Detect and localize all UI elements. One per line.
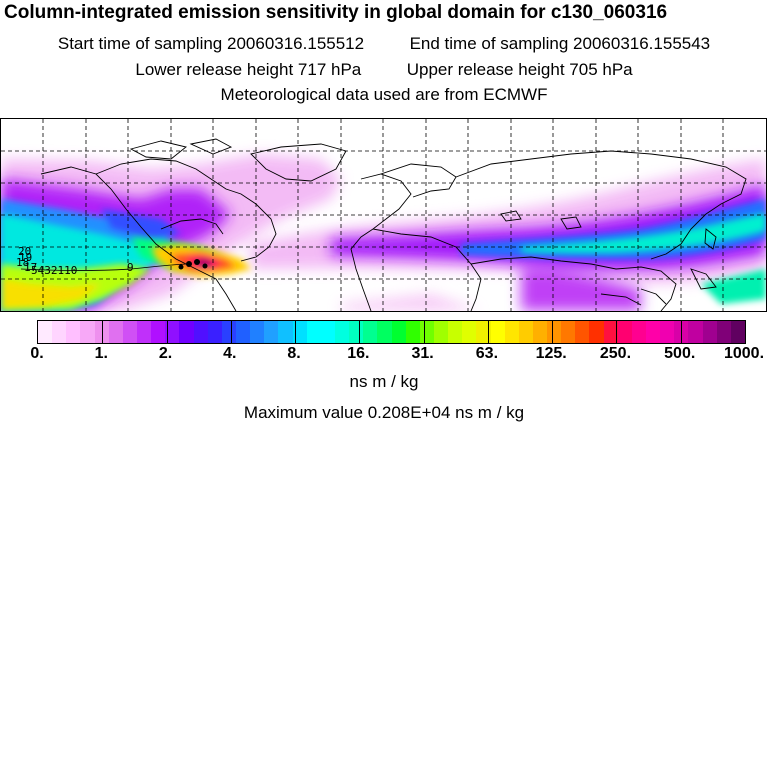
colorbar-swatch [179, 321, 194, 343]
colorbar-swatch [547, 321, 562, 343]
colorbar-swatch [617, 321, 632, 343]
colorbar-swatch [575, 321, 590, 343]
release-marker [178, 259, 208, 270]
colorbar-swatch [165, 321, 180, 343]
colorbar-swatch [334, 321, 350, 343]
start-time-value: 20060316.155512 [227, 34, 365, 53]
colorbar-swatch [349, 321, 364, 343]
colorbar-units: ns m / kg [349, 372, 419, 391]
colorbar-swatch [462, 321, 477, 343]
colorbar-swatch [702, 321, 717, 343]
colorbar-tick-label: 8. [287, 345, 301, 362]
colorbar-tick-label: 4. [223, 345, 237, 362]
trajectory-labels: 20 19 18 17 5432110 9 [16, 245, 187, 277]
colorbar [37, 320, 746, 344]
colorbar-swatch [532, 321, 548, 343]
coastlines [40, 138, 747, 311]
colorbar-tick [230, 321, 232, 343]
colorbar-swatch [80, 321, 95, 343]
colorbar-swatch [207, 321, 222, 343]
colorbar-swatch [94, 321, 109, 343]
upper-height-label: Upper release height [406, 60, 565, 79]
sensitivity-map: 20 19 18 17 5432110 9 [0, 118, 767, 312]
colorbar-tick [552, 321, 554, 343]
colorbar-swatch [66, 321, 81, 343]
end-time-value: 20060316.155543 [573, 34, 711, 53]
sensitivity-field [1, 154, 766, 311]
colorbar-swatch [405, 321, 420, 343]
colorbar-swatch [688, 321, 703, 343]
colorbar-swatch [193, 321, 208, 343]
colorbar-swatch [490, 321, 505, 343]
colorbar-swatch [235, 321, 251, 343]
colorbar-swatch [504, 321, 519, 343]
colorbar-swatch [660, 321, 675, 343]
colorbar-tick [487, 321, 489, 343]
lat-lon-grid [1, 119, 766, 311]
colorbar-swatch [264, 321, 279, 343]
colorbar-tick-label: 63. [475, 345, 499, 362]
colorbar-tick [680, 321, 682, 343]
colorbar-swatch [363, 321, 378, 343]
colorbar-swatch [603, 321, 618, 343]
colorbar-swatch [391, 321, 406, 343]
colorbar-swatch [151, 321, 166, 343]
colorbar-swatch [38, 321, 53, 343]
colorbar-swatch [221, 321, 236, 343]
track-label-20: 20 [18, 245, 31, 258]
lower-height-value: 717 hPa [297, 60, 362, 79]
upper-height-value: 705 hPa [569, 60, 633, 79]
colorbar-tick-label: 0. [30, 345, 44, 362]
colorbar-swatch [646, 321, 661, 343]
maximum-value-line: Maximum value 0.208E+04 ns m / kg [0, 403, 768, 423]
colorbar-swatch [52, 321, 67, 343]
end-time-label: End time of sampling [409, 34, 569, 53]
colorbar-swatch [278, 321, 293, 343]
track-label-19: 19 [19, 251, 32, 264]
colorbar-tick-label: 16. [347, 345, 370, 362]
map-canvas: 20 19 18 17 5432110 9 [1, 119, 766, 311]
release-heights-line: Lower release height 717 hPa Upper relea… [0, 60, 768, 80]
track-label-18: 18 [16, 256, 29, 269]
track-label-17: 17 [24, 261, 37, 274]
colorbar-swatch [730, 321, 746, 343]
colorbar-swatch [320, 321, 335, 343]
colorbar-swatch [631, 321, 647, 343]
colorbar-swatch [433, 321, 449, 343]
colorbar-tick [166, 321, 168, 343]
colorbar-tick-label: 2. [158, 345, 173, 362]
colorbar-tick [423, 321, 425, 343]
colorbar-tick-label: 31. [411, 345, 434, 362]
colorbar-swatch [306, 321, 321, 343]
met-data-line: Meteorological data used are from ECMWF [220, 85, 548, 104]
colorbar-swatch [419, 321, 434, 343]
max-value-label: Maximum value [243, 403, 363, 422]
colorbar-swatch [136, 321, 152, 343]
sampling-times-line: Start time of sampling 20060316.155512 E… [0, 34, 768, 54]
colorbar-tick-label: 1000. [723, 345, 765, 362]
colorbar-tick-label: 1. [94, 345, 108, 362]
colorbar-tick-label: 500. [664, 345, 696, 362]
colorbar-tick [616, 321, 618, 343]
start-time-label: Start time of sampling [57, 34, 223, 53]
colorbar-swatch [108, 321, 123, 343]
colorbar-swatch [561, 321, 576, 343]
max-value: 0.208E+04 ns m / kg [367, 403, 525, 422]
colorbar-tick-label: 250. [599, 345, 632, 362]
colorbar-swatch [476, 321, 491, 343]
colorbar-swatch [589, 321, 604, 343]
figure-title: Column-integrated emission sensitivity i… [4, 2, 668, 23]
colorbar-swatch [377, 321, 392, 343]
colorbar-tick [295, 321, 297, 343]
colorbar-swatch [250, 321, 265, 343]
colorbar-swatch [448, 321, 463, 343]
colorbar-tick-label: 125. [535, 345, 567, 362]
lower-height-label: Lower release height [135, 60, 294, 79]
colorbar-swatch [518, 321, 533, 343]
colorbar-tick [102, 321, 104, 343]
colorbar-swatch [122, 321, 137, 343]
colorbar-swatch [716, 321, 731, 343]
colorbar-tick [359, 321, 361, 343]
track-label-9: 9 [127, 261, 134, 274]
